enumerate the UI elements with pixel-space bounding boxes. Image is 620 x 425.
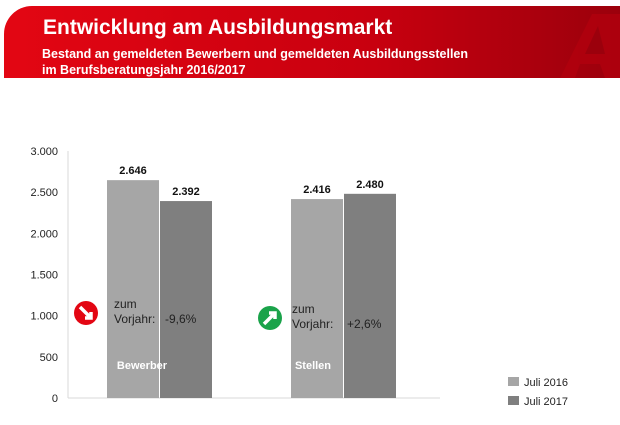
annotation-value: -9,6%: [165, 312, 197, 326]
page-subtitle: Bestand an gemeldeten Bewerbern und geme…: [42, 46, 468, 78]
data-label: 2.646: [119, 165, 147, 177]
legend-label: Juli 2017: [524, 396, 568, 408]
data-label: 2.480: [356, 179, 384, 191]
y-tick-label: 500: [40, 352, 58, 364]
y-tick-label: 0: [52, 393, 58, 405]
bar: [344, 193, 396, 398]
arrow: [262, 311, 277, 326]
arrow-up-right-icon: [258, 306, 282, 330]
arrow: [78, 305, 93, 320]
y-tick-label: 2.000: [30, 228, 58, 240]
data-label: 2.392: [172, 186, 200, 198]
y-tick-label: 2.500: [30, 187, 58, 199]
page-title: Entwicklung am Ausbildungsmarkt: [43, 16, 393, 39]
y-tick-label: 1.000: [30, 311, 58, 323]
legend-swatch: [508, 377, 519, 386]
annotation-line1: zum: [292, 302, 315, 316]
annotation-line2: Vorjahr:: [114, 312, 155, 326]
subtitle-line-1: Bestand an gemeldeten Bewerbern und geme…: [42, 47, 469, 61]
y-tick-label: 3.000: [30, 146, 58, 158]
y-tick-label: 1.500: [30, 270, 58, 282]
arrow-down-right-icon: [74, 301, 98, 325]
annotation-value: +2,6%: [347, 317, 382, 331]
bar: [107, 180, 159, 398]
category-label: Bewerber: [117, 360, 168, 372]
legend-swatch: [508, 396, 519, 405]
agency-logo-icon: [560, 14, 620, 78]
legend-label: Juli 2016: [524, 377, 568, 389]
bar: [160, 201, 212, 398]
header-banner: Entwicklung am Ausbildungsmarkt Bestand …: [4, 6, 620, 78]
annotation-line1: zum: [114, 297, 137, 311]
annotation-line2: Vorjahr:: [292, 317, 333, 331]
subtitle-line-2: im Berufsberatungsjahr 2016/2017: [42, 63, 246, 77]
bar: [291, 199, 343, 398]
category-label: Stellen: [295, 360, 331, 372]
data-label: 2.416: [303, 184, 331, 196]
